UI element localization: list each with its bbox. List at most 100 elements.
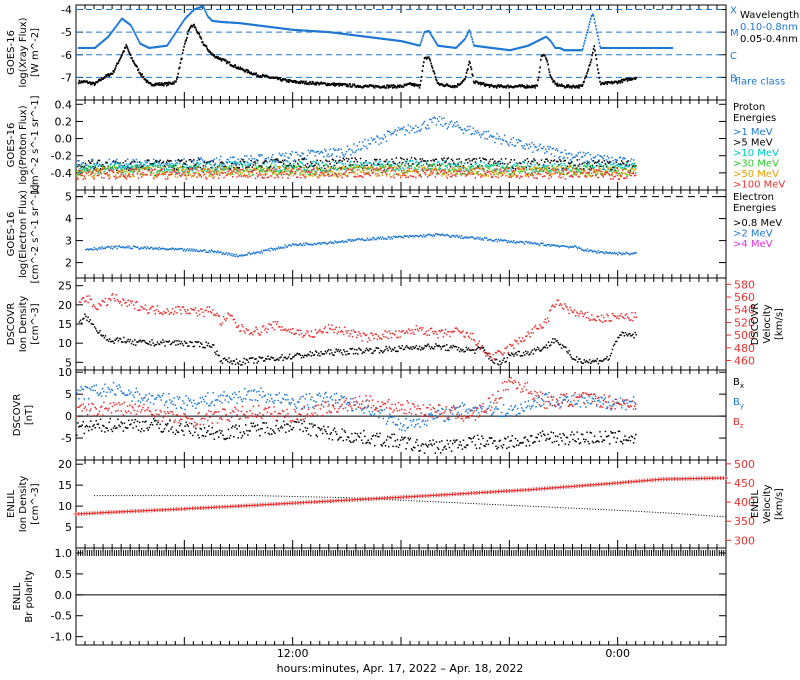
data-point [436,42,438,45]
data-point [370,165,373,168]
data-point [213,173,216,175]
data-point [213,171,216,174]
data-point [624,167,626,170]
data-point [197,170,199,172]
data-point [106,167,108,170]
data-point [206,177,208,180]
data-point [471,132,473,135]
data-point [340,175,342,177]
data-point [632,159,635,161]
data-point [81,165,83,168]
data-point [248,70,250,73]
data-point [419,158,421,160]
data-point [370,169,373,172]
data-point [471,73,474,76]
data-point [483,175,485,178]
data-point [551,42,554,45]
data-point [409,170,412,173]
data-point [621,81,624,84]
data-point [629,171,632,173]
data-point [429,118,431,121]
data-point [118,176,120,179]
data-point [123,164,126,167]
data-point [416,170,418,173]
data-point [314,164,316,166]
data-point [516,175,519,177]
data-point [204,166,207,168]
data-point [96,170,99,172]
data-point [405,171,407,173]
data-point [327,166,329,169]
data-point [125,163,128,165]
data-point [581,49,583,52]
data-point [584,77,586,80]
data-point [458,161,460,164]
data-point [77,172,79,175]
data-point [398,166,401,168]
data-point [173,82,175,85]
data-point [205,12,208,15]
data-point [563,168,565,170]
data-point [266,169,269,172]
data-point [125,168,128,170]
data-point [414,168,416,171]
data-point [546,168,548,170]
data-point [559,159,561,161]
data-point [558,164,560,167]
data-point [601,156,603,159]
data-point [572,169,574,171]
data-point [290,154,292,156]
data-point [132,29,135,32]
data-point [92,165,94,168]
data-point [250,170,252,173]
data-point [428,31,431,34]
data-point [352,170,354,173]
data-point [99,169,102,172]
data-point [500,158,503,160]
data-point [482,168,484,171]
data-point [474,130,477,132]
data-point [261,75,263,78]
data-point [234,161,236,164]
data-point [92,171,94,174]
data-point [241,165,244,167]
data-point [368,143,370,145]
data-point [269,158,272,161]
data-point [210,164,212,166]
data-point [329,168,331,170]
data-point [76,178,78,180]
data-point [326,170,328,173]
data-point [553,170,556,172]
data-point [259,169,261,172]
data-point [157,169,159,172]
data-point [549,74,552,77]
data-point [493,169,495,172]
data-point [451,86,453,89]
data-point [86,168,89,170]
data-point [137,38,139,41]
data-point [595,28,598,31]
data-point [123,176,126,178]
data-point [451,168,454,171]
data-point [618,162,621,165]
data-point [438,115,441,118]
data-point [144,160,146,162]
data-point [605,81,608,84]
data-point [595,58,598,61]
data-point [265,160,268,162]
data-point [461,165,464,167]
data-point [234,166,236,169]
data-point [284,171,286,173]
data-point [384,160,387,163]
data-point [240,163,243,166]
data-point [537,148,539,151]
data-point [315,162,317,164]
data-point [383,167,386,169]
data-point [300,166,302,168]
data-point [414,170,416,172]
panel-frame [75,99,727,191]
data-point [311,165,313,167]
data-point [592,48,595,51]
data-point [574,163,576,166]
